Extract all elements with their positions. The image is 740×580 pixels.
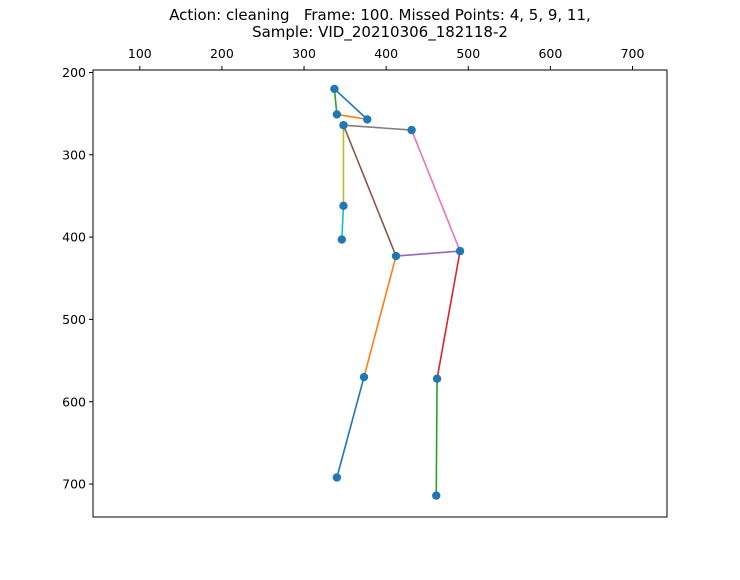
x-tick-label-6: 700 [621,46,645,61]
keypoint-8 [455,246,465,256]
keypoint-3 [339,120,348,130]
skeleton-segment-7 [410,129,461,252]
x-tick-label-2: 300 [292,46,316,61]
keypoint-4 [407,125,416,135]
chart-title-line-2: Sample: VID_20210306_182118-2 [252,23,508,41]
keypoint-markers [330,84,465,500]
skeleton-segment-9 [363,255,397,378]
axes-frame [92,69,668,518]
skeleton-segment-0 [333,88,338,115]
y-tick-label-5: 700 [62,477,86,492]
y-tick-label-0: 200 [62,65,86,80]
y-axis-ticks: 200 300 400 500 600 700 [62,65,93,492]
y-tick-label-3: 500 [62,312,86,327]
skeleton-segments [333,88,461,496]
x-tick-label-5: 600 [538,46,562,61]
x-tick-label-0: 100 [128,46,152,61]
skeleton-segment-2 [336,113,368,121]
keypoint-9 [359,372,369,382]
skeleton-segment-5 [341,205,345,240]
chart-title-line-1: Action: cleaning Frame: 100. Missed Poin… [169,6,591,24]
skeleton-segment-1 [333,88,368,120]
keypoint-0 [330,84,339,94]
y-tick-label-1: 300 [62,147,86,162]
keypoint-7 [391,251,401,261]
keypoint-5 [339,201,348,211]
skeleton-segment-10 [336,376,365,478]
x-tick-label-4: 500 [456,46,480,61]
keypoint-2 [363,115,372,124]
keypoint-1 [332,110,342,119]
keypoint-12 [432,491,441,500]
y-tick-label-4: 600 [62,394,86,409]
keypoint-11 [332,473,342,482]
skeleton-segment-6 [342,124,397,257]
skeleton-segment-12 [435,378,438,496]
keypoint-6 [337,235,347,244]
x-tick-label-3: 400 [374,46,398,61]
skeleton-segment-8 [395,250,461,257]
x-axis-ticks: 100 200 300 400 500 600 700 [128,46,645,70]
y-tick-label-2: 400 [62,230,86,245]
x-tick-label-1: 200 [210,46,234,61]
keypoint-10 [432,374,442,383]
skeleton-segment-11 [436,250,461,379]
skeleton-segment-3 [343,124,412,131]
